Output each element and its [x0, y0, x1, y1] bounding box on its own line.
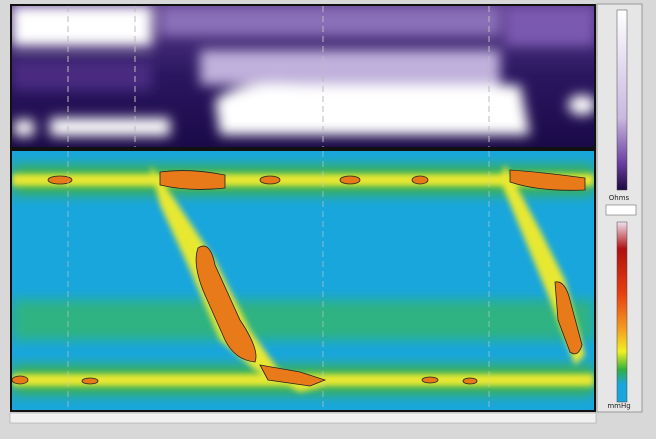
impedance-unit: Ohms: [609, 194, 630, 202]
impedance-panel: [12, 6, 596, 147]
impedance-scale: [617, 10, 627, 190]
pressure-unit: mmHg: [607, 402, 630, 410]
scale-toggle[interactable]: [606, 205, 636, 215]
pressure-scale: [617, 222, 627, 402]
pressure-panel: [12, 151, 594, 410]
page: Ohms mmHg (() => { const data = JSON.par…: [0, 0, 656, 439]
time-scrollbar[interactable]: [10, 413, 596, 423]
screenshot: Ohms mmHg: [0, 0, 656, 439]
